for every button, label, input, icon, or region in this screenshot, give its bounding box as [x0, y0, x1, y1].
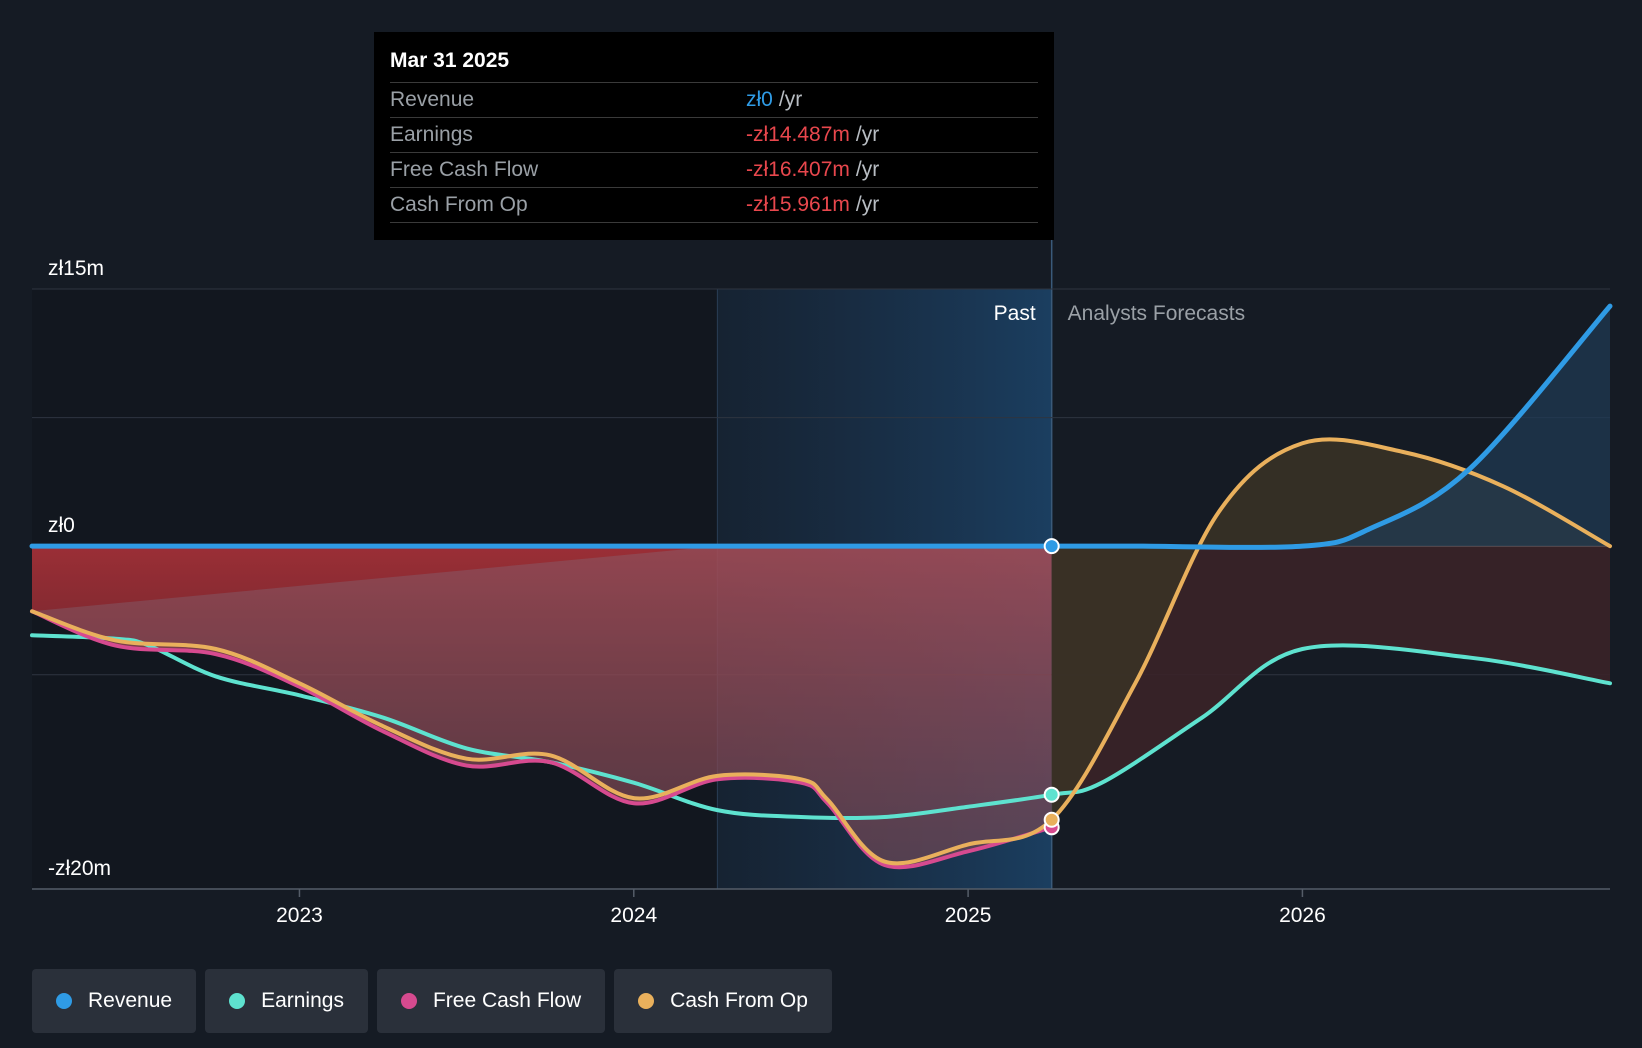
- legend-dot-icon: [56, 993, 72, 1009]
- tooltip-label: Earnings: [390, 123, 473, 146]
- forecast-loss-area: [1051, 546, 1610, 795]
- forecast-cash-group: [1051, 306, 1610, 820]
- y-tick-label: zł0: [48, 514, 75, 537]
- series-line-cash-from-op: [30, 437, 1612, 866]
- legend-label: Cash From Op: [670, 989, 808, 1012]
- tooltip-value: -zł14.487m/yr: [746, 123, 880, 146]
- forecast-label: Analysts Forecasts: [1068, 302, 1245, 325]
- legend-dot-icon: [229, 993, 246, 1009]
- tooltip-value: -zł15.961m/yr: [746, 193, 880, 216]
- tooltip-value: -zł16.407m/yr: [746, 158, 880, 181]
- forecast-loss-group: [1051, 546, 1610, 795]
- tooltip-row-cash-from-op: Cash From Op -zł15.961m/yr: [390, 188, 1038, 223]
- series-line-free-cash-flow: [30, 609, 1054, 870]
- legend-item-revenue[interactable]: Revenue: [32, 969, 197, 1033]
- past-label: Past: [994, 302, 1036, 325]
- x-tick-label: 2023: [276, 904, 323, 927]
- legend-label: Revenue: [88, 989, 173, 1012]
- tooltip-row-revenue: Revenue zł0/yr: [390, 83, 1038, 118]
- marker-revenue: [1043, 538, 1060, 555]
- legend-label: Free Cash Flow: [432, 989, 582, 1012]
- y-tick-label: zł15m: [48, 257, 104, 280]
- legend-dot-icon: [400, 993, 417, 1009]
- legend-label: Earnings: [261, 989, 344, 1012]
- series-line-earnings: [30, 633, 1612, 821]
- legend-dot-icon: [638, 993, 655, 1009]
- tooltip-label: Cash From Op: [390, 193, 528, 216]
- tooltip-row-earnings: Earnings -zł14.487m/yr: [390, 118, 1038, 153]
- highlight-loss-area: [32, 546, 1052, 868]
- x-tick-label: 2024: [610, 904, 657, 927]
- y-tick-label: -zł20m: [48, 857, 111, 880]
- marker-cash-from-op: [1043, 811, 1060, 828]
- marker-earnings: [1043, 786, 1060, 803]
- tooltip-value: zł0/yr: [746, 88, 803, 111]
- tooltip-date: Mar 31 2025: [390, 46, 1038, 83]
- legend: Revenue Earnings Free Cash Flow Cash Fro…: [32, 969, 832, 1033]
- forecast-revenue-area: [1051, 306, 1610, 548]
- series-line-revenue: [29, 303, 1613, 550]
- legend-item-earnings[interactable]: Earnings: [205, 969, 368, 1033]
- tooltip-row-free-cash-flow: Free Cash Flow -zł16.407m/yr: [390, 153, 1038, 188]
- legend-item-free-cash-flow[interactable]: Free Cash Flow: [376, 969, 606, 1033]
- legend-item-cash-from-op[interactable]: Cash From Op: [614, 969, 832, 1033]
- tooltip-label: Free Cash Flow: [390, 158, 539, 181]
- past-loss-area: [32, 546, 1052, 868]
- x-tick-label: 2026: [1279, 904, 1326, 927]
- x-tick-label: 2025: [945, 904, 992, 927]
- tooltip: Mar 31 2025 Revenue zł0/yr Earnings -zł1…: [374, 32, 1054, 240]
- tooltip-label: Revenue: [390, 88, 475, 111]
